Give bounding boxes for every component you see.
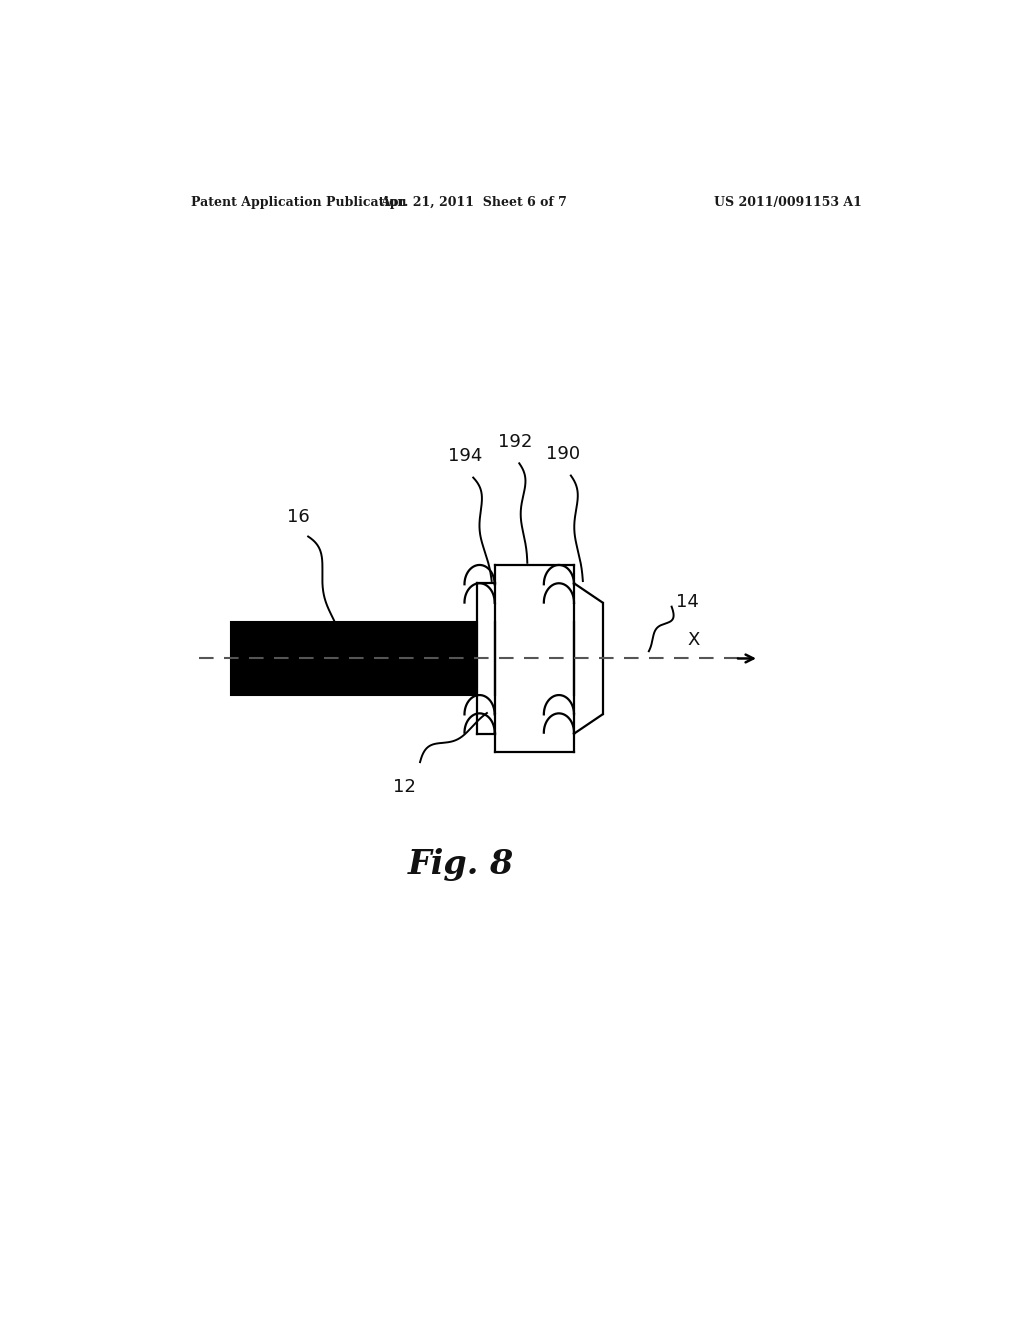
Text: X: X <box>687 631 699 649</box>
Text: 12: 12 <box>393 779 416 796</box>
Text: US 2011/0091153 A1: US 2011/0091153 A1 <box>714 195 862 209</box>
Text: 192: 192 <box>498 433 532 451</box>
Text: 16: 16 <box>288 508 310 527</box>
Text: 190: 190 <box>546 445 580 463</box>
Text: Apr. 21, 2011  Sheet 6 of 7: Apr. 21, 2011 Sheet 6 of 7 <box>380 195 566 209</box>
Bar <box>231 622 477 696</box>
Text: 194: 194 <box>449 447 482 466</box>
Text: 14: 14 <box>676 593 698 611</box>
Text: Patent Application Publication: Patent Application Publication <box>191 195 407 209</box>
Text: Fig. 8: Fig. 8 <box>409 849 514 882</box>
